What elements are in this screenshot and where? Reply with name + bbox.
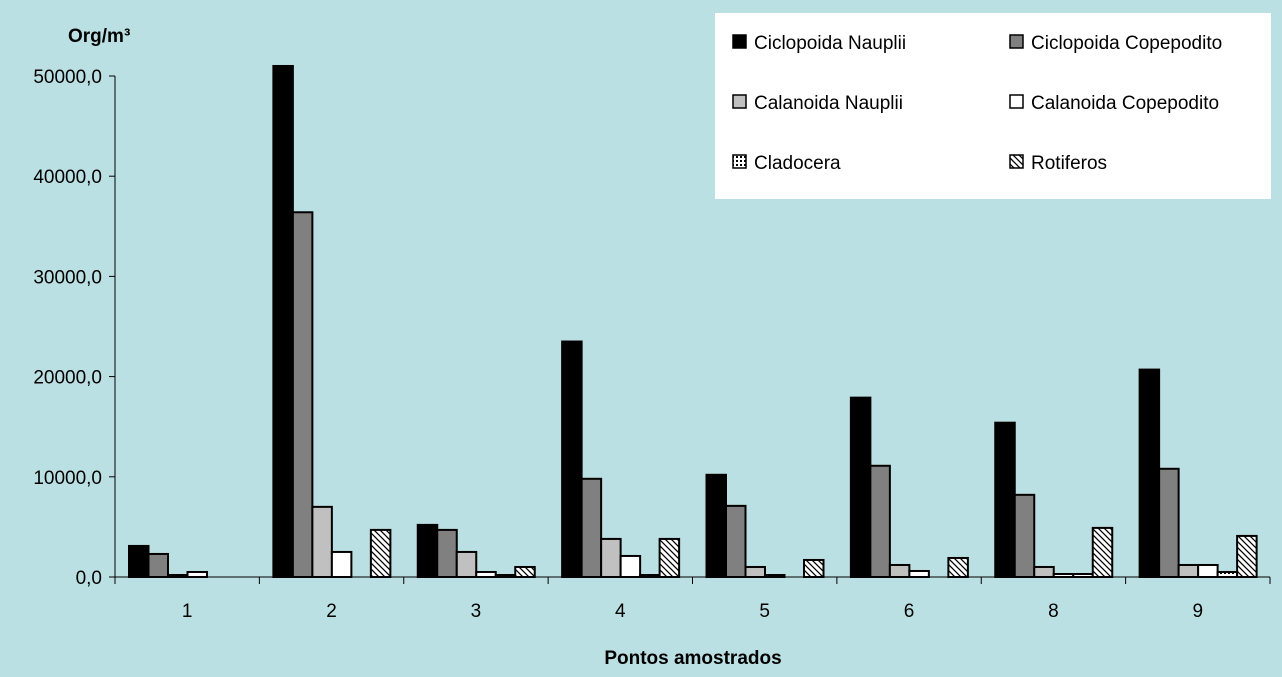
bar (1091, 526, 1114, 578)
legend-label: Rotiferos (1031, 153, 1107, 174)
x-tick-label: 4 (615, 601, 626, 622)
bar (455, 550, 478, 579)
bar (561, 340, 583, 578)
bar (658, 537, 681, 579)
bar (272, 64, 294, 578)
legend-swatch (732, 154, 747, 169)
bar (1138, 368, 1161, 578)
bar (147, 552, 169, 578)
bar (311, 505, 333, 578)
legend-swatch (1009, 94, 1024, 109)
bar (330, 550, 353, 579)
bar (475, 570, 497, 578)
bar (291, 211, 314, 578)
bar (849, 396, 872, 578)
x-tick-label: 9 (1193, 601, 1204, 622)
bar (186, 570, 208, 578)
bar (994, 421, 1016, 578)
legend-swatch (732, 94, 747, 109)
x-tick-label: 5 (759, 601, 770, 622)
bar (888, 563, 911, 579)
bar (580, 477, 603, 578)
x-axis-label: Pontos amostrados (604, 648, 781, 669)
y-tick-label: 0,0 (76, 568, 102, 589)
y-tick-label: 20000,0 (33, 368, 102, 389)
bar (128, 544, 150, 578)
bar (803, 558, 825, 579)
bar (908, 569, 930, 578)
bar (369, 528, 392, 579)
bar (705, 473, 727, 578)
bar (744, 565, 766, 578)
bar (1197, 563, 1219, 579)
x-tick-label: 6 (904, 601, 915, 622)
legend-label: Calanoida Nauplii (754, 93, 903, 114)
legend-swatch (732, 34, 747, 49)
legend-swatch (1009, 154, 1024, 169)
x-tick-label: 1 (182, 601, 193, 622)
legend-box (715, 13, 1271, 199)
legend-label: Calanoida Copepodito (1031, 93, 1219, 114)
x-tick-label: 3 (471, 601, 482, 622)
bar (1216, 570, 1239, 578)
bar (725, 504, 747, 578)
y-tick-label: 30000,0 (33, 267, 102, 288)
y-tick-label: 40000,0 (33, 167, 102, 188)
bar (1236, 534, 1258, 579)
bar (947, 556, 969, 578)
bar (416, 523, 439, 578)
bar (1013, 493, 1036, 578)
legend-label: Ciclopoida Copepodito (1031, 33, 1222, 54)
bar (619, 554, 642, 579)
bar (869, 464, 891, 579)
x-tick-label: 8 (1048, 601, 1059, 622)
legend-label: Cladocera (754, 153, 841, 174)
legend-swatch (1009, 34, 1024, 49)
bar (1177, 563, 1200, 579)
y-axis-label: Org/m³ (68, 26, 130, 47)
bar (600, 537, 622, 579)
legend: Ciclopoida Nauplii Ciclopoida Copepodito C… (715, 13, 1271, 199)
legend-label: Ciclopoida Nauplii (754, 33, 906, 54)
bar (1158, 467, 1180, 578)
y-tick-label: 50000,0 (33, 67, 102, 88)
bar (436, 528, 458, 579)
x-tick-label: 2 (326, 601, 337, 622)
bar (514, 565, 536, 578)
y-tick-label: 10000,0 (33, 468, 102, 489)
bar (1033, 565, 1055, 578)
